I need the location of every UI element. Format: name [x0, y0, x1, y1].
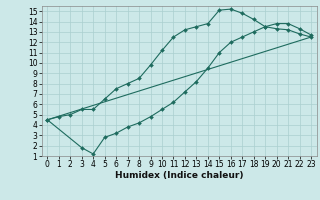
- X-axis label: Humidex (Indice chaleur): Humidex (Indice chaleur): [115, 171, 244, 180]
